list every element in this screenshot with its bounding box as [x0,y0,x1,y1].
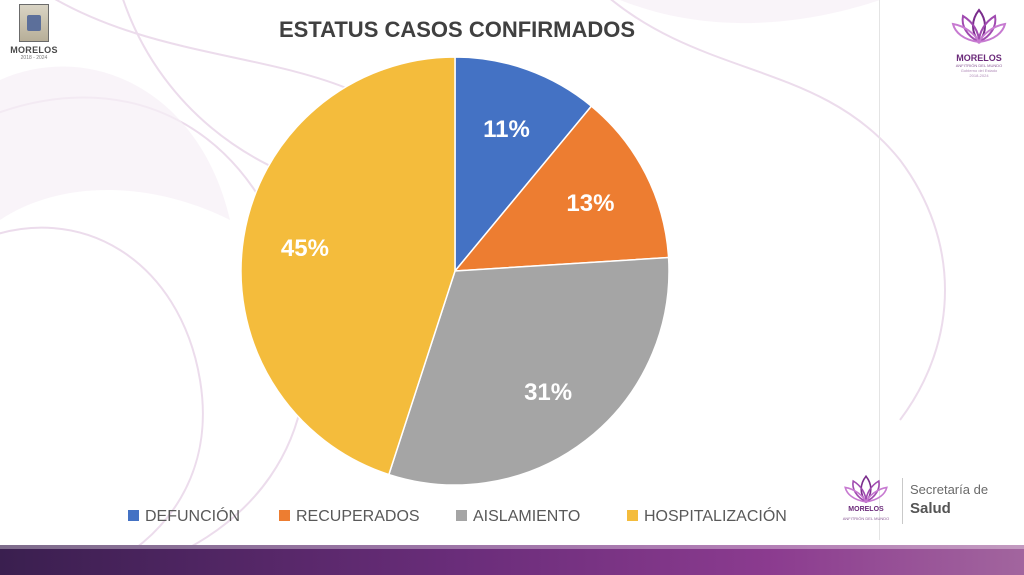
legend-swatch-recuperados [279,510,290,521]
chart-legend: DEFUNCIÓN RECUPERADOS AISLAMIENTO HOSPITALI… [128,506,787,525]
legend-label-aislamiento: AISLAMIENTO [473,508,580,525]
legend-swatch-aislamiento [456,510,467,521]
right-logo-tagline: ANFITRIÓN DEL MUNDO [955,63,1003,68]
footer-org-line1: Secretaría de [910,482,989,497]
right-logo-years: 2018-2024 [969,73,989,78]
slide-frame [40,0,880,540]
footer-org-line2: Salud [910,500,951,517]
slice-label-recuperados: 13% [566,190,614,217]
slice-label-defuncion: 11% [483,116,530,143]
slice-label-hospitalizacion: 45% [281,235,329,262]
right-logo-name: MORELOS [956,53,1002,63]
pie-slice-defuncion [454,56,593,274]
shield-icon [19,4,49,42]
pie-slice-recuperados [453,105,670,272]
lotus-icon [844,474,888,504]
bottom-color-band [0,545,1024,575]
footer-divider [902,478,903,524]
pie-slice-labels: 11% 13% 31% 45% [281,116,615,406]
legend-swatch-hospitalizacion [627,510,638,521]
pie-slice-hospitalizacion [240,56,456,476]
footer-logos: MORELOS ANFITRIÓN DEL MUNDO Secretaría d… [838,470,1024,540]
legend-label-hospitalizacion: HOSPITALIZACIÓN [644,506,787,525]
pie-slice-aislamiento [387,256,670,486]
right-logo-sub: Gobierno del Estado [960,68,998,73]
legend-swatch-defuncion [128,510,139,521]
chart-title: ESTATUS CASOS CONFIRMADOS [279,17,635,42]
footer-logo-name: MORELOS [848,506,884,513]
morelos-lotus-logo: MORELOS ANFITRIÓN DEL MUNDO Gobierno del… [946,6,1012,78]
pie-slices [240,56,670,486]
lotus-icon [951,8,1007,44]
legend-label-defuncion: DEFUNCIÓN [145,506,240,525]
morelos-shield-logo: MORELOS 2018 - 2024 [6,4,62,61]
footer-logo-tagline: ANFITRIÓN DEL MUNDO [842,516,890,521]
left-logo-years: 2018 - 2024 [20,55,48,61]
left-logo-name: MORELOS [10,45,58,55]
legend-label-recuperados: RECUPERADOS [296,508,420,525]
slice-label-aislamiento: 31% [524,379,572,406]
